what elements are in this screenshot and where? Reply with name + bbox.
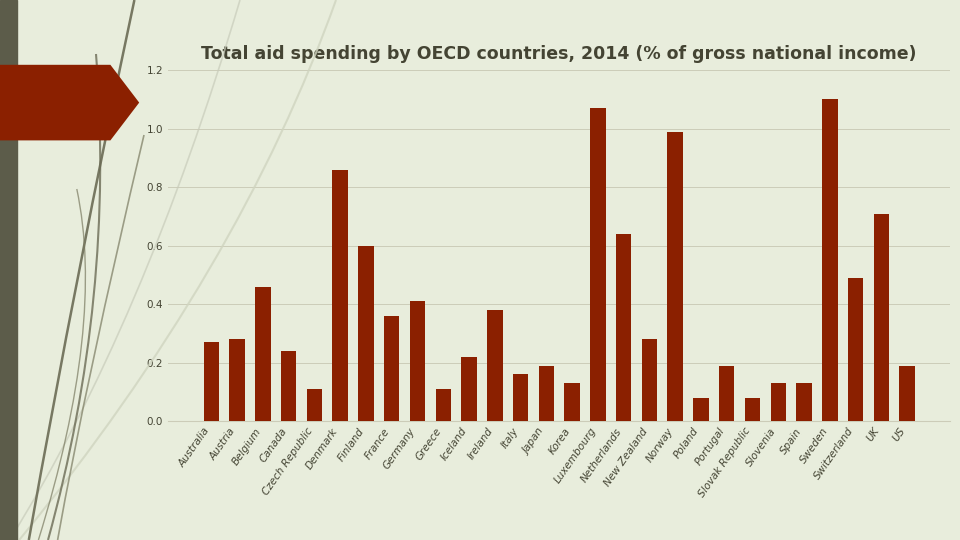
Bar: [616, 234, 632, 421]
Bar: [564, 383, 580, 421]
Bar: [461, 357, 477, 421]
Bar: [822, 99, 837, 421]
Bar: [796, 383, 812, 421]
Bar: [487, 310, 502, 421]
Bar: [281, 351, 297, 421]
Bar: [667, 132, 683, 421]
Bar: [874, 213, 889, 421]
Bar: [513, 374, 528, 421]
Bar: [719, 366, 734, 421]
Bar: [332, 170, 348, 421]
Bar: [590, 108, 606, 421]
Bar: [436, 389, 451, 421]
Bar: [539, 366, 554, 421]
Bar: [358, 246, 373, 421]
Bar: [204, 342, 219, 421]
Bar: [848, 278, 863, 421]
Bar: [641, 339, 658, 421]
Bar: [771, 383, 786, 421]
Bar: [693, 398, 708, 421]
Bar: [306, 389, 323, 421]
Title: Total aid spending by OECD countries, 2014 (% of gross national income): Total aid spending by OECD countries, 20…: [202, 45, 917, 63]
Bar: [410, 301, 425, 421]
Bar: [745, 398, 760, 421]
Bar: [255, 287, 271, 421]
Bar: [384, 316, 399, 421]
Bar: [900, 366, 915, 421]
Bar: [229, 339, 245, 421]
